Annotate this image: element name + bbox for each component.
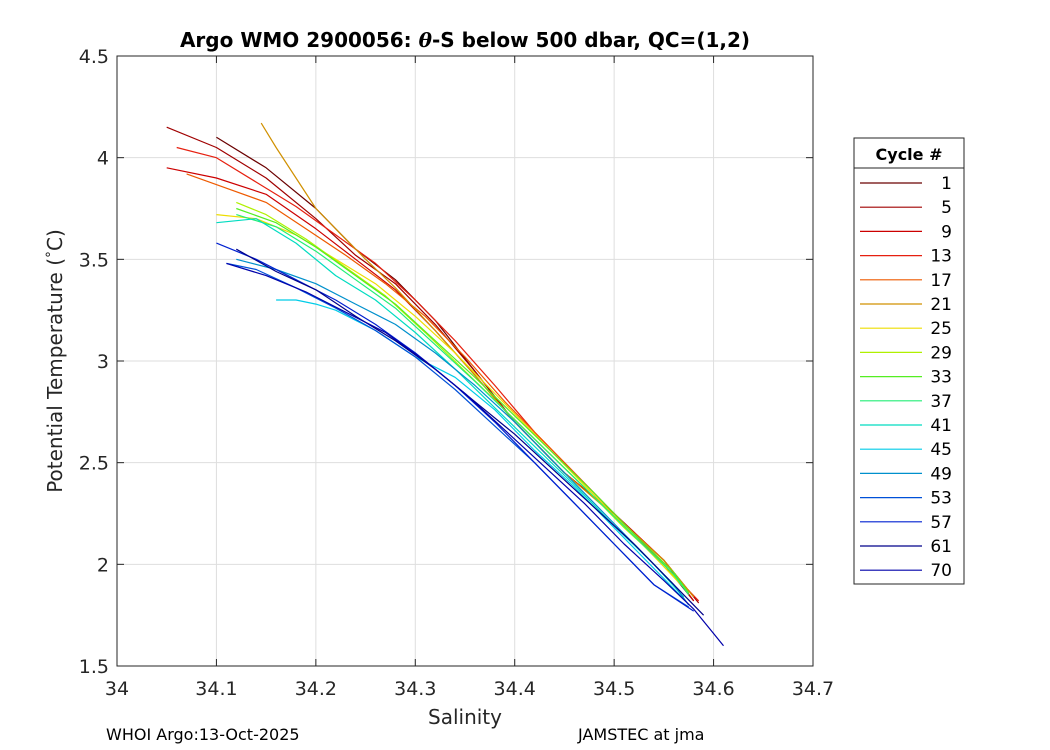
legend-label: 1 (941, 174, 952, 194)
legend-label: 17 (930, 271, 952, 291)
legend-label: 37 (930, 392, 952, 412)
legend-label: 21 (930, 295, 952, 315)
legend-label: 45 (930, 440, 952, 460)
legend-item: 70 (860, 561, 952, 581)
series-line-cycle-53 (226, 262, 690, 608)
legend-label: 53 (930, 489, 952, 509)
legend-item: 13 (860, 247, 952, 267)
legend-item: 25 (860, 319, 952, 339)
legend-item: 57 (860, 513, 952, 533)
legend-item: 21 (860, 295, 952, 315)
legend-label: 49 (930, 464, 952, 484)
y-tick-label: 3 (97, 351, 109, 373)
series-line-cycle-33 (236, 207, 690, 594)
series-line-cycle-17 (186, 173, 695, 598)
y-tick-label: 4.5 (79, 46, 109, 68)
legend-entries: 1 5 9 13 17 21 25 29 33 37 41 45 49 53 57 61 70 (860, 174, 952, 581)
legend-label: 41 (930, 416, 952, 436)
legend-label: 33 (930, 368, 952, 388)
series-line-cycle-21 (260, 122, 695, 598)
series-line-cycle-25 (216, 214, 690, 594)
legend-item: 9 (860, 222, 952, 242)
legend-label: 5 (941, 198, 952, 218)
legend-item: 53 (860, 489, 952, 509)
y-axis-label-suffix: C) (43, 229, 67, 251)
series-line-cycle-9 (166, 167, 695, 602)
y-tick-label: 2 (97, 554, 109, 576)
footer-right: JAMSTEC at jma (578, 725, 705, 744)
legend-item: 1 (860, 174, 952, 194)
legend-item: 29 (860, 343, 952, 363)
y-axis-label: Potential Temperature (°C) (43, 229, 67, 493)
legend: Cycle # 1 5 9 13 17 21 25 29 33 37 41 45 49 53 57 61 70 (853, 137, 965, 585)
x-tick-label: 34.1 (195, 678, 237, 700)
series-line-cycle-57 (216, 242, 695, 612)
legend-label: 70 (930, 561, 952, 581)
legend-item: 41 (860, 416, 952, 436)
legend-item: 17 (860, 271, 952, 291)
x-tick-label: 34.6 (692, 678, 734, 700)
chart-title: Argo WMO 2900056: θ-S below 500 dbar, QC… (180, 28, 750, 52)
grid (116, 55, 814, 667)
chart-title-symbol: θ (419, 28, 433, 52)
legend-label: 57 (930, 513, 952, 533)
series-line-cycle-29 (236, 201, 690, 594)
series-line-cycle-37 (236, 214, 690, 596)
chart-title-suffix: -S below 500 dbar, QC=(1,2) (432, 28, 750, 52)
y-tick-label: 1.5 (79, 656, 109, 678)
legend-item: 49 (860, 464, 952, 484)
legend-item: 37 (860, 392, 952, 412)
series-line-cycle-49 (236, 258, 690, 606)
y-tick-label: 4 (97, 148, 109, 170)
legend-label: 9 (941, 222, 952, 242)
y-axis-label-degree: ° (44, 251, 60, 258)
x-tick-label: 34.2 (295, 678, 337, 700)
series-line-cycle-70 (226, 262, 724, 647)
x-tick-label: 34.3 (394, 678, 436, 700)
legend-item: 45 (860, 440, 952, 460)
footer-left: WHOI Argo:13-Oct-2025 (106, 725, 300, 744)
series-line-cycle-61 (236, 248, 705, 616)
legend-item: 61 (860, 537, 952, 557)
legend-item: 5 (860, 198, 952, 218)
legend-label: 29 (930, 343, 952, 363)
x-axis-label: Salinity (428, 705, 502, 729)
x-tick-label: 34.7 (792, 678, 834, 700)
legend-label: 61 (930, 537, 952, 557)
legend-label: 25 (930, 319, 952, 339)
x-tick-label: 34.5 (593, 678, 635, 700)
y-axis-label-prefix: Potential Temperature ( (43, 258, 67, 493)
chart-title-prefix: Argo WMO 2900056: (180, 28, 419, 52)
x-ticks: 34 34.1 34.2 34.3 34.4 34.5 34.6 34.7 (105, 56, 834, 700)
series-line-cycle-5 (166, 126, 700, 604)
legend-title: Cycle # (876, 145, 943, 164)
legend-label: 13 (930, 247, 952, 267)
series-line-cycle-45 (276, 299, 685, 600)
y-ticks: 1.5 2 2.5 3 3.5 4 4.5 (79, 46, 813, 678)
legend-box (853, 137, 965, 585)
legend-item: 33 (860, 368, 952, 388)
x-tick-label: 34.4 (494, 678, 536, 700)
y-tick-label: 2.5 (79, 453, 109, 475)
series-group (166, 122, 724, 647)
x-tick-label: 34 (105, 678, 129, 700)
y-tick-label: 3.5 (79, 249, 109, 271)
